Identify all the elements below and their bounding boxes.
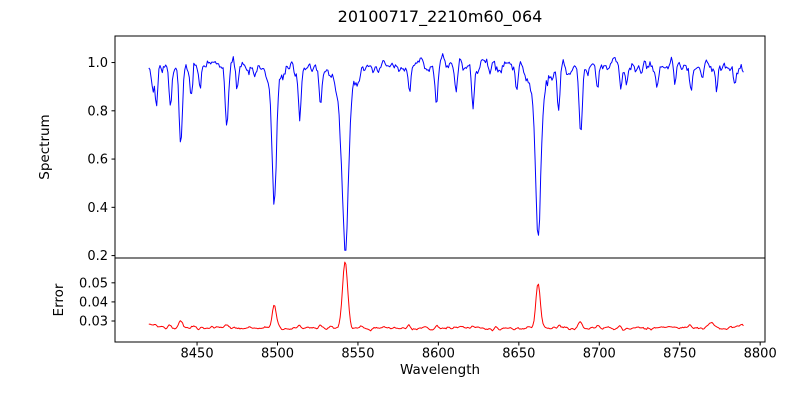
spectrum-line: [148, 53, 744, 251]
y-tick-label: 0.05: [79, 276, 108, 291]
x-tick-label: 8600: [422, 347, 455, 362]
y-tick-label: 0.8: [87, 104, 108, 119]
y-tick-label: 0.2: [87, 249, 108, 264]
y-tick-label: 1.0: [87, 56, 108, 71]
top-panel-border: [114, 35, 766, 259]
chart-title: 20100717_2210m60_064: [337, 7, 543, 26]
x-tick-label: 8800: [744, 347, 777, 362]
error-line: [148, 261, 744, 332]
y-tick-label: 0.6: [87, 153, 108, 168]
x-tick-label: 8650: [502, 347, 535, 362]
x-axis-label: Wavelength: [399, 362, 481, 378]
y-tick-label: 0.4: [87, 201, 108, 216]
y-tick-label: 0.03: [79, 315, 108, 330]
bottom-panel-border: [114, 257, 766, 343]
x-tick-label: 8550: [341, 347, 374, 362]
y-tick-label: 0.04: [79, 295, 108, 310]
x-tick-label: 8500: [261, 347, 294, 362]
x-tick-label: 8750: [663, 347, 696, 362]
x-tick-label: 8700: [583, 347, 616, 362]
x-tick-label: 8450: [181, 347, 214, 362]
